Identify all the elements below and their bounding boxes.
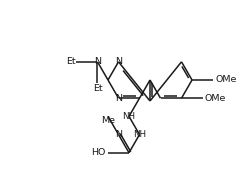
Text: O: O	[0, 174, 1, 175]
Text: OMe: OMe	[204, 94, 226, 103]
Text: N: N	[94, 57, 101, 66]
Text: NH: NH	[123, 112, 136, 121]
Text: HO: HO	[91, 148, 105, 157]
Text: Et: Et	[93, 84, 102, 93]
Text: N: N	[115, 57, 122, 66]
Text: NH: NH	[133, 130, 146, 139]
Text: N: N	[115, 94, 122, 103]
Text: N: N	[115, 130, 122, 139]
Text: OMe: OMe	[215, 75, 236, 85]
Text: Et: Et	[66, 57, 76, 66]
Text: Me: Me	[101, 116, 115, 125]
